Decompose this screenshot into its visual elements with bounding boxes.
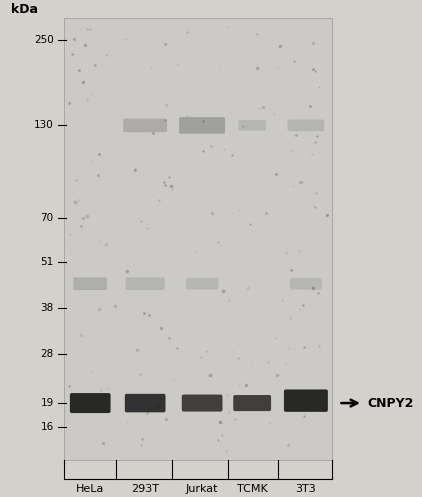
FancyBboxPatch shape xyxy=(126,277,165,290)
Text: 250: 250 xyxy=(34,35,54,45)
FancyBboxPatch shape xyxy=(70,393,111,413)
FancyBboxPatch shape xyxy=(287,120,324,131)
FancyBboxPatch shape xyxy=(179,117,225,134)
Text: CNPY2: CNPY2 xyxy=(367,397,413,410)
Text: Jurkat: Jurkat xyxy=(186,485,218,495)
Text: 70: 70 xyxy=(41,213,54,223)
Text: 19: 19 xyxy=(41,398,54,408)
Text: 16: 16 xyxy=(41,422,54,432)
FancyBboxPatch shape xyxy=(290,278,322,290)
FancyBboxPatch shape xyxy=(182,395,222,412)
FancyBboxPatch shape xyxy=(238,120,266,131)
Text: 3T3: 3T3 xyxy=(295,485,316,495)
Text: 28: 28 xyxy=(41,349,54,359)
Text: kDa: kDa xyxy=(11,3,38,16)
Text: HeLa: HeLa xyxy=(76,485,104,495)
Text: 130: 130 xyxy=(34,120,54,130)
Text: TCMK: TCMK xyxy=(237,485,268,495)
Text: 38: 38 xyxy=(41,303,54,313)
FancyBboxPatch shape xyxy=(125,394,165,413)
Bar xyxy=(64,18,333,460)
FancyBboxPatch shape xyxy=(123,119,167,132)
FancyBboxPatch shape xyxy=(186,278,219,290)
FancyBboxPatch shape xyxy=(73,277,107,290)
Text: 293T: 293T xyxy=(131,485,159,495)
Text: 51: 51 xyxy=(41,257,54,267)
FancyBboxPatch shape xyxy=(233,395,271,411)
FancyBboxPatch shape xyxy=(284,390,328,412)
